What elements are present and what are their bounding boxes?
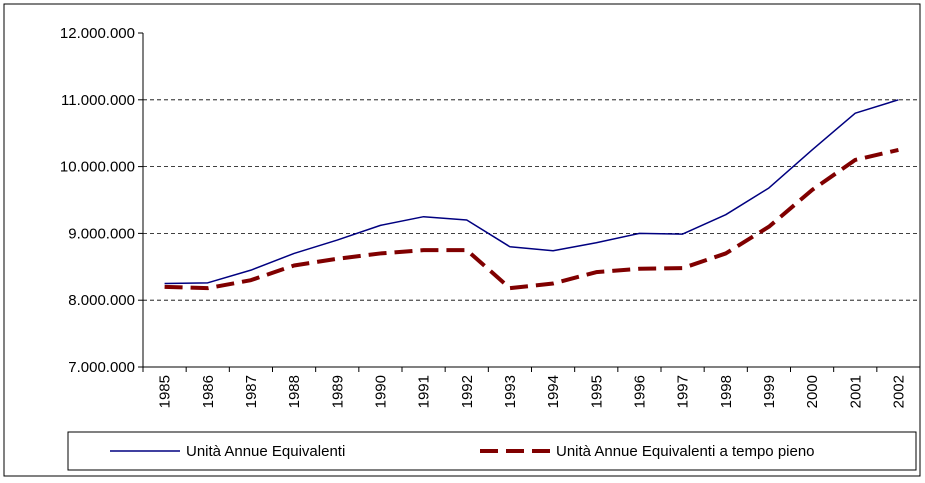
y-tick-label: 7.000.000 xyxy=(68,359,135,376)
x-tick-label: 1995 xyxy=(588,375,605,408)
x-tick-label: 2002 xyxy=(890,375,907,408)
x-tick-label: 1994 xyxy=(545,375,562,408)
y-tick-label: 10.000.000 xyxy=(60,159,135,176)
x-tick-label: 1996 xyxy=(631,375,648,408)
x-tick-label: 1986 xyxy=(200,375,217,408)
x-tick-label: 2000 xyxy=(804,375,821,408)
x-tick-label: 1989 xyxy=(329,375,346,408)
legend-label: Unità Annue Equivalenti a tempo pieno xyxy=(556,443,815,460)
x-tick-label: 1990 xyxy=(372,375,389,408)
x-tick-label: 1997 xyxy=(675,375,692,408)
x-tick-label: 1993 xyxy=(502,375,519,408)
x-tick-label: 1999 xyxy=(761,375,778,408)
x-tick-label: 1991 xyxy=(416,375,433,408)
y-tick-label: 11.000.000 xyxy=(61,92,135,109)
chart-frame xyxy=(3,3,921,477)
x-tick-label: 1987 xyxy=(243,375,260,408)
x-tick-label: 2001 xyxy=(847,375,864,408)
x-tick-label: 1988 xyxy=(286,375,303,408)
y-tick-label: 8.000.000 xyxy=(68,292,135,309)
x-tick-label: 1998 xyxy=(718,375,735,408)
y-tick-label: 12.000.000 xyxy=(60,25,135,42)
x-tick-label: 1992 xyxy=(459,375,476,408)
series-line xyxy=(164,99,899,285)
x-tick-label: 1985 xyxy=(157,375,174,408)
y-tick-label: 9.000.000 xyxy=(68,225,135,242)
legend-label: Unità Annue Equivalenti xyxy=(186,443,345,460)
